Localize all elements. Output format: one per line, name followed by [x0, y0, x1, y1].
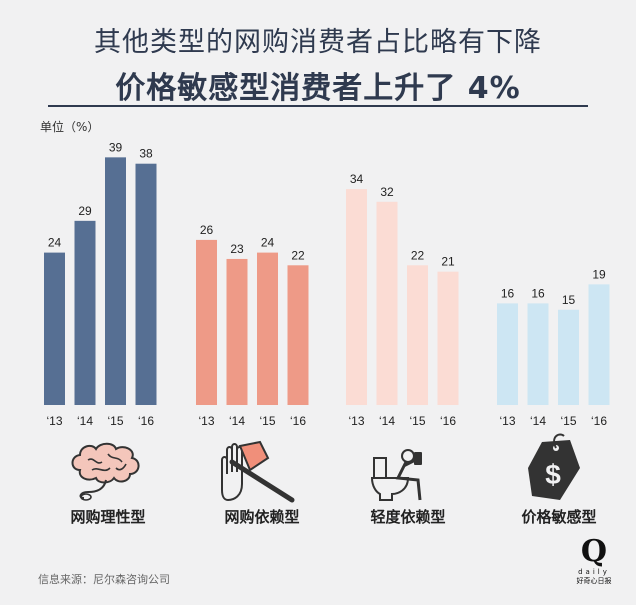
- value-label-g1-4: 38: [139, 147, 153, 161]
- bar-g1-2: [74, 220, 96, 405]
- value-label-g4-1: 16: [501, 286, 515, 300]
- value-label-g2-4: 22: [291, 248, 305, 262]
- bar-g4-1: [497, 303, 518, 405]
- value-label-g1-3: 39: [109, 140, 123, 154]
- x-tick-label-g4-4: ‘16: [591, 414, 607, 428]
- bar-g4-3: [558, 309, 579, 405]
- bar-g2-3: [257, 252, 278, 405]
- category-label-price: 价格敏感型: [521, 508, 597, 526]
- category-label-rational: 网购理性型: [70, 508, 146, 526]
- x-tick-label-g1-2: ‘14: [77, 414, 93, 428]
- bar-g2-1: [196, 239, 217, 405]
- logo-word: daily: [578, 568, 610, 576]
- value-label-g2-2: 23: [230, 242, 244, 256]
- bar-g3-2: [376, 201, 398, 405]
- axe-hand-icon: [221, 440, 295, 503]
- toilet-phone-icon: [370, 449, 422, 501]
- logo-mark: Q: [580, 534, 608, 569]
- bar-g2-4: [287, 265, 309, 405]
- x-tick-label-g4-1: ‘13: [499, 414, 515, 428]
- value-label-g2-3: 24: [261, 236, 275, 250]
- price-tag-icon: $: [528, 433, 580, 500]
- bar-g1-4: [135, 163, 157, 405]
- x-tick-label-g3-3: ‘15: [409, 414, 425, 428]
- svg-text:$: $: [545, 459, 561, 490]
- x-tick-label-g2-1: ‘13: [198, 414, 214, 428]
- category-label-dependent: 网购依赖型: [224, 508, 300, 526]
- x-tick-label-g3-1: ‘13: [348, 414, 364, 428]
- x-tick-label-g4-3: ‘15: [560, 414, 576, 428]
- value-label-g3-3: 22: [411, 248, 425, 262]
- x-tick-label-g2-4: ‘16: [290, 414, 306, 428]
- value-label-g3-4: 21: [441, 255, 455, 269]
- bar-g4-4: [588, 284, 610, 405]
- chart-title-line2: 价格敏感型消费者上升了 4%: [115, 71, 521, 106]
- x-tick-label-g1-4: ‘16: [138, 414, 154, 428]
- x-tick-label-g4-2: ‘14: [530, 414, 546, 428]
- x-tick-label-g3-2: ‘14: [379, 414, 395, 428]
- x-tick-label-g1-3: ‘15: [107, 414, 123, 428]
- bar-g2-2: [226, 258, 248, 405]
- logo: Q daily 好奇心日报: [566, 536, 622, 586]
- bar-g1-1: [44, 252, 65, 405]
- title-underline: [48, 105, 588, 107]
- bar-g1-3: [105, 157, 126, 405]
- chart-title-line1: 其他类型的网购消费者占比略有下降: [94, 27, 542, 58]
- category-label-light: 轻度依赖型: [370, 508, 446, 526]
- value-label-g2-1: 26: [200, 223, 214, 237]
- brain-icon: [71, 442, 140, 501]
- value-label-g4-4: 19: [592, 267, 606, 281]
- value-label-g4-2: 16: [531, 286, 545, 300]
- x-tick-label-g2-3: ‘15: [259, 414, 275, 428]
- value-label-g3-1: 34: [350, 172, 364, 186]
- bar-g3-3: [407, 265, 428, 405]
- x-tick-label-g3-4: ‘16: [440, 414, 456, 428]
- value-label-g3-2: 32: [380, 185, 394, 199]
- logo-cn: 好奇心日报: [576, 577, 612, 585]
- source-note: 信息来源：尼尔森咨询公司: [38, 573, 170, 586]
- value-label-g4-3: 15: [562, 293, 576, 307]
- unit-label: 单位（%）: [40, 120, 100, 134]
- bar-g4-2: [527, 303, 549, 405]
- value-label-g1-2: 29: [78, 204, 92, 218]
- value-label-g1-1: 24: [48, 236, 62, 250]
- bar-g3-4: [437, 271, 459, 405]
- bar-g3-1: [346, 189, 367, 405]
- x-tick-label-g1-1: ‘13: [46, 414, 62, 428]
- x-tick-label-g2-2: ‘14: [229, 414, 245, 428]
